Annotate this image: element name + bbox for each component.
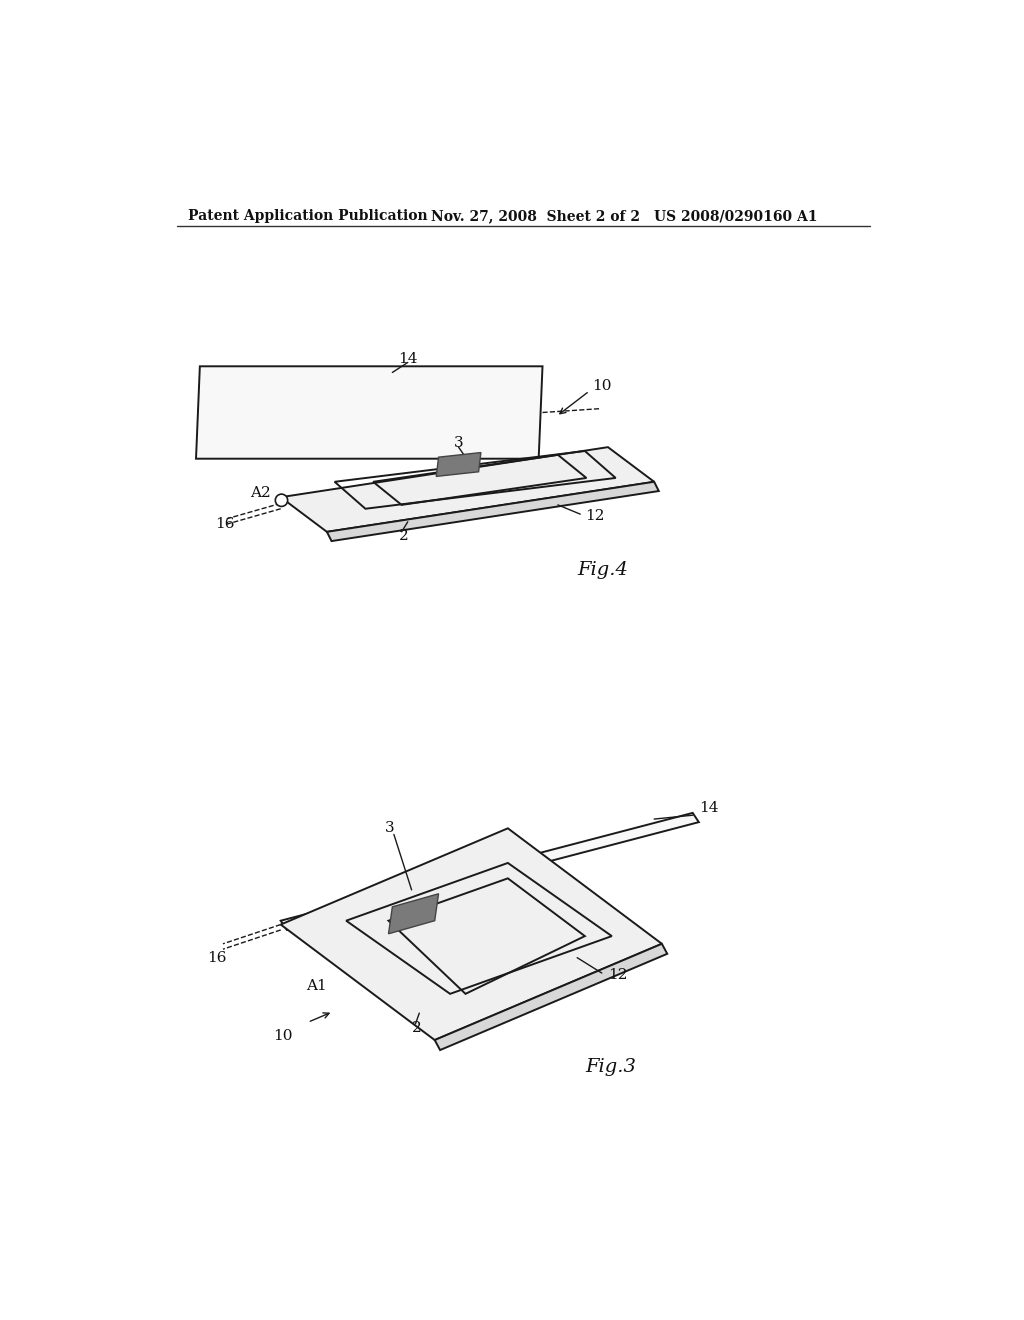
Polygon shape — [388, 894, 438, 933]
Text: 14: 14 — [398, 351, 418, 366]
Text: 2: 2 — [412, 1022, 421, 1035]
Text: 14: 14 — [698, 800, 718, 814]
Text: US 2008/0290160 A1: US 2008/0290160 A1 — [654, 209, 817, 223]
Text: 12: 12 — [608, 968, 628, 982]
Text: Nov. 27, 2008  Sheet 2 of 2: Nov. 27, 2008 Sheet 2 of 2 — [431, 209, 640, 223]
Text: Fig.3: Fig.3 — [585, 1059, 636, 1076]
Polygon shape — [196, 367, 543, 459]
Text: Fig.4: Fig.4 — [578, 561, 628, 579]
Polygon shape — [281, 447, 654, 532]
Text: 10: 10 — [593, 379, 612, 392]
Text: 2: 2 — [398, 529, 409, 543]
Polygon shape — [281, 829, 662, 1040]
Polygon shape — [327, 482, 658, 541]
Text: A2: A2 — [250, 486, 270, 500]
Text: 16: 16 — [215, 517, 234, 531]
Polygon shape — [436, 453, 481, 477]
Text: Patent Application Publication: Patent Application Publication — [188, 209, 428, 223]
Text: A1: A1 — [306, 979, 327, 993]
Polygon shape — [281, 813, 698, 929]
Text: 12: 12 — [585, 510, 604, 524]
Text: 16: 16 — [208, 950, 227, 965]
Circle shape — [275, 494, 288, 507]
Text: 3: 3 — [454, 437, 464, 450]
Text: 10: 10 — [273, 1030, 293, 1043]
Text: 3: 3 — [385, 821, 394, 836]
Polygon shape — [435, 944, 668, 1051]
